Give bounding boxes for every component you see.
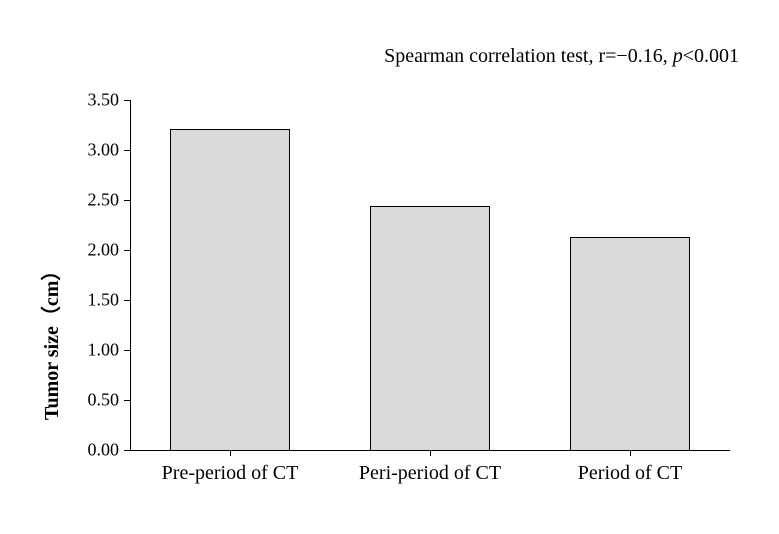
x-tick-label: Period of CT bbox=[578, 462, 682, 485]
annotation-prefix: Spearman correlation test, r=−0.16, bbox=[384, 45, 673, 67]
annotation-p-label: p bbox=[673, 45, 683, 67]
y-tick-label: 0.50 bbox=[74, 390, 119, 411]
stat-annotation: Spearman correlation test, r=−0.16, p<0.… bbox=[384, 45, 739, 68]
y-tick bbox=[124, 250, 130, 251]
y-tick-label: 1.50 bbox=[74, 290, 119, 311]
y-tick bbox=[124, 450, 130, 451]
bar bbox=[170, 129, 290, 450]
y-tick-label: 3.00 bbox=[74, 140, 119, 161]
x-tick bbox=[430, 450, 431, 456]
y-tick bbox=[124, 150, 130, 151]
y-tick-label: 1.00 bbox=[74, 340, 119, 361]
annotation-p-value: <0.001 bbox=[683, 45, 739, 67]
x-tick bbox=[230, 450, 231, 456]
y-tick-label: 3.50 bbox=[74, 90, 119, 111]
y-axis-line bbox=[130, 100, 131, 450]
x-tick-label: Peri-period of CT bbox=[359, 462, 501, 485]
x-tick-label: Pre-period of CT bbox=[162, 462, 299, 485]
chart-container: Spearman correlation test, r=−0.16, p<0.… bbox=[0, 0, 779, 534]
y-tick bbox=[124, 300, 130, 301]
y-tick-label: 2.50 bbox=[74, 190, 119, 211]
x-tick bbox=[630, 450, 631, 456]
bar bbox=[570, 237, 690, 450]
y-axis-title: Tumor size（cm） bbox=[35, 261, 64, 420]
bar bbox=[370, 206, 490, 450]
y-tick bbox=[124, 100, 130, 101]
y-tick bbox=[124, 200, 130, 201]
y-tick bbox=[124, 350, 130, 351]
y-tick bbox=[124, 400, 130, 401]
y-tick-label: 2.00 bbox=[74, 240, 119, 261]
y-tick-label: 0.00 bbox=[74, 440, 119, 461]
